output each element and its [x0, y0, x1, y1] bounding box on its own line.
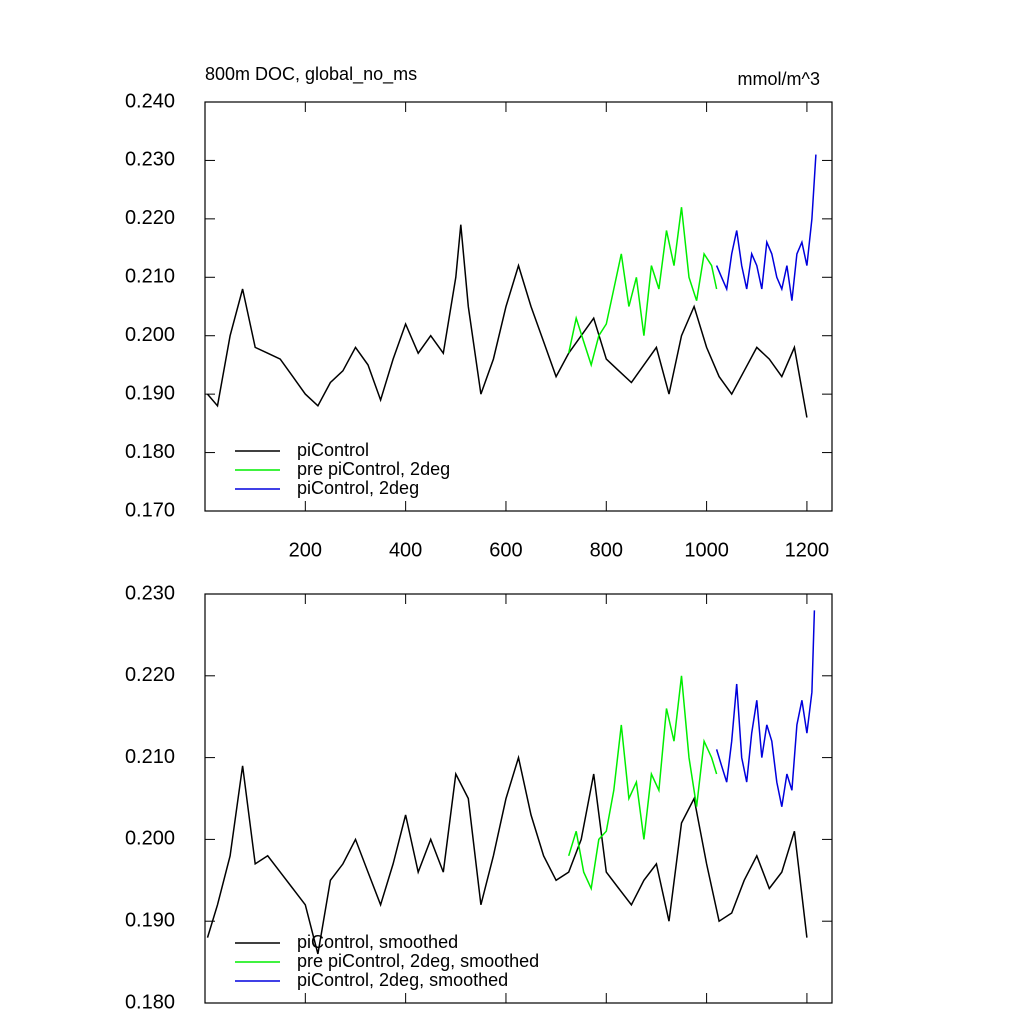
y-tick-label: 0.220 — [125, 207, 175, 229]
y-tick-label: 0.180 — [125, 441, 175, 463]
x-tick-label: 200 — [289, 539, 322, 561]
plot-frame — [204, 593, 833, 1004]
x-tick-label: 600 — [489, 539, 522, 561]
y-tick-label: 0.190 — [125, 909, 175, 931]
series-line — [567, 207, 718, 368]
y-tick-label: 0.210 — [125, 266, 175, 288]
y-tick-label: 0.240 — [125, 90, 175, 112]
series-line — [206, 224, 808, 418]
y-tick-label: 0.170 — [125, 499, 175, 521]
series-line — [206, 754, 808, 955]
x-tick-label: 1000 — [684, 539, 729, 561]
series-line — [567, 675, 718, 892]
y-tick-label: 0.200 — [125, 828, 175, 850]
x-tick-label: 1200 — [785, 539, 830, 561]
legend-label: piControl — [297, 440, 369, 460]
legend-label: piControl, 2deg, smoothed — [297, 970, 508, 990]
legend-label: pre piControl, 2deg, smoothed — [297, 951, 539, 971]
chart-title: 800m DOC, global_no_ms — [205, 64, 417, 85]
y-tick-label: 0.220 — [125, 664, 175, 686]
legend-label: pre piControl, 2deg — [297, 459, 450, 479]
y-tick-label: 0.180 — [125, 991, 175, 1013]
y-tick-label: 0.230 — [125, 149, 175, 171]
legend-label: piControl, 2deg — [297, 478, 419, 498]
y-tick-label: 0.190 — [125, 382, 175, 404]
x-tick-label: 800 — [590, 539, 623, 561]
plot-frame — [204, 101, 833, 512]
series-line — [715, 610, 816, 807]
y-tick-label: 0.200 — [125, 324, 175, 346]
units-label: mmol/m^3 — [738, 69, 820, 89]
x-tick-label: 400 — [389, 539, 422, 561]
y-tick-label: 0.210 — [125, 746, 175, 768]
y-tick-label: 0.230 — [125, 582, 175, 604]
series-line — [715, 154, 817, 301]
legend-label: piControl, smoothed — [297, 932, 458, 952]
